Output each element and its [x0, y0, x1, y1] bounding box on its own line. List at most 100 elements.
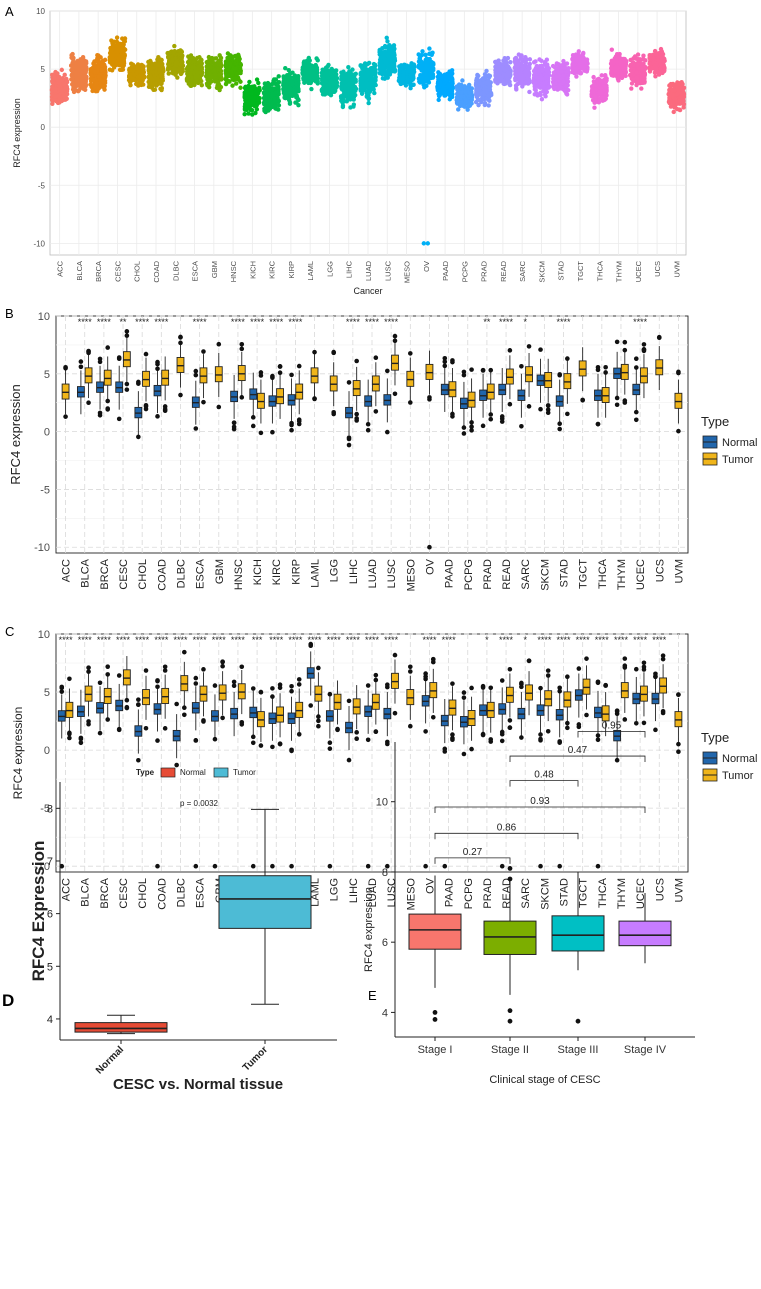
point: [250, 112, 255, 117]
point: [477, 78, 482, 84]
point: [75, 89, 81, 94]
point: [267, 86, 273, 91]
point: [483, 80, 488, 85]
x-tick-label: THCA: [595, 261, 604, 281]
point: [564, 61, 570, 66]
point: [64, 76, 69, 82]
point: [454, 100, 460, 105]
point: [287, 100, 293, 105]
point: [285, 76, 290, 81]
point: [387, 43, 392, 48]
point: [94, 81, 99, 86]
point: [287, 85, 292, 90]
point: [315, 79, 320, 84]
point: [153, 61, 158, 66]
point: [90, 88, 95, 94]
point: [496, 58, 501, 63]
point: [82, 66, 87, 71]
x-tick-label: LUSC: [383, 260, 392, 281]
point: [574, 74, 579, 79]
point: [409, 61, 414, 66]
point: [449, 91, 455, 96]
point: [371, 61, 377, 67]
point: [307, 69, 312, 75]
point: [539, 97, 545, 102]
x-tick-label: DLBC: [171, 260, 180, 281]
point: [525, 75, 530, 80]
point: [212, 72, 218, 77]
point: [205, 62, 210, 68]
point: [456, 107, 461, 112]
point: [120, 56, 125, 61]
point: [61, 93, 67, 98]
point: [237, 69, 243, 74]
point: [532, 92, 537, 97]
scatter-series-dlbc: [165, 43, 186, 80]
point: [256, 97, 261, 102]
point: [360, 75, 365, 80]
x-tick-label: HNSC: [229, 260, 238, 282]
point: [70, 81, 76, 87]
point: [238, 85, 243, 90]
x-tick-label: KIRC: [268, 260, 277, 279]
point: [245, 91, 250, 97]
point: [118, 60, 124, 65]
point: [248, 107, 253, 113]
point: [504, 78, 510, 84]
point: [350, 90, 356, 96]
panel-letter-b: B: [5, 306, 14, 321]
point: [466, 82, 472, 88]
point: [306, 63, 312, 69]
point: [519, 53, 524, 58]
point: [575, 57, 580, 62]
point: [377, 63, 382, 69]
point: [189, 65, 195, 70]
point: [525, 68, 530, 73]
point: [53, 94, 59, 99]
point: [372, 90, 377, 96]
point: [138, 77, 143, 82]
point: [151, 87, 156, 93]
point: [199, 57, 204, 63]
point: [50, 86, 55, 91]
point: [371, 77, 377, 82]
point: [71, 63, 77, 69]
point: [139, 63, 145, 68]
point: [146, 59, 151, 65]
point: [166, 54, 172, 60]
point: [463, 98, 468, 103]
point: [373, 67, 378, 73]
point: [582, 68, 587, 73]
point: [102, 87, 107, 92]
x-tick-label: OV: [422, 261, 431, 272]
point: [96, 74, 101, 79]
point: [228, 53, 233, 58]
point: [283, 66, 288, 71]
point: [120, 67, 126, 72]
point: [377, 47, 382, 53]
point: [73, 72, 79, 78]
point: [532, 87, 538, 92]
point: [70, 60, 75, 66]
point: [512, 56, 518, 62]
point: [419, 61, 425, 67]
point: [416, 52, 421, 57]
point: [171, 51, 176, 56]
point: [477, 87, 482, 92]
point: [465, 86, 470, 92]
point: [247, 79, 252, 85]
point: [399, 63, 404, 68]
x-tick-label: KICH: [248, 261, 257, 279]
point: [293, 87, 298, 93]
point: [384, 35, 389, 40]
point: [372, 72, 377, 77]
point: [542, 75, 548, 81]
point: [428, 65, 434, 71]
point: [177, 66, 182, 72]
point: [191, 59, 197, 64]
x-tick-label: READ: [499, 260, 508, 281]
point: [404, 63, 410, 68]
point: [192, 80, 198, 85]
point: [95, 52, 100, 58]
